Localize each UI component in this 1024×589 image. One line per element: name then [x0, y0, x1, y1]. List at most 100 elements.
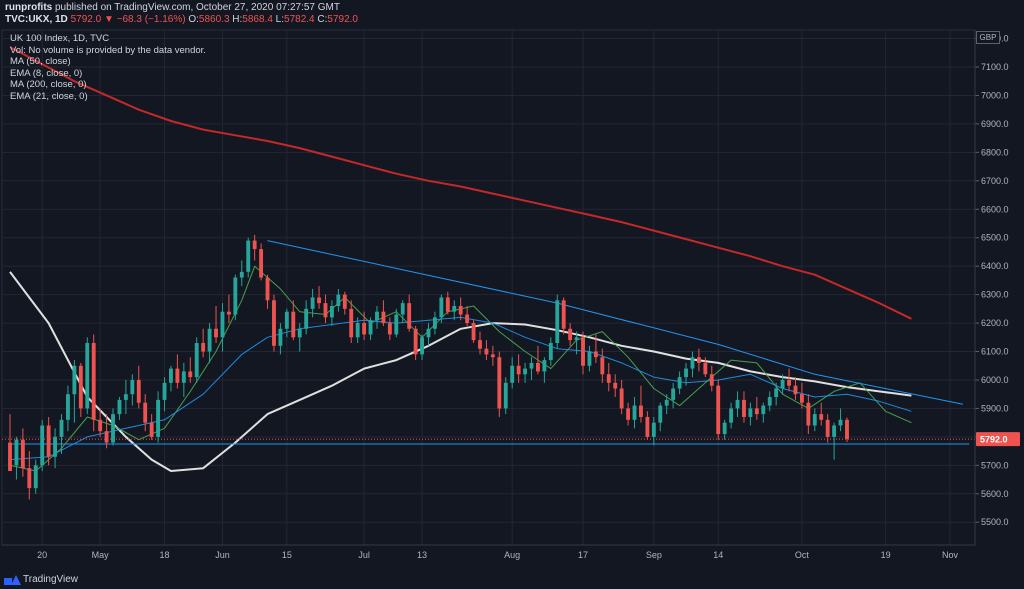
- candle-body: [33, 465, 38, 489]
- candle-body: [587, 351, 592, 366]
- low-label: L:: [275, 14, 285, 25]
- candle-body: [162, 382, 167, 400]
- candle-body: [66, 394, 70, 420]
- tradingview-logo-icon: [4, 574, 21, 585]
- candle-body: [684, 368, 688, 378]
- y-tick-label: 5900.0: [981, 403, 1009, 413]
- candle-body: [600, 357, 605, 375]
- candle-body: [613, 382, 618, 389]
- candle-body: [59, 419, 64, 437]
- candle-body: [297, 328, 302, 338]
- x-tick-label: Sep: [646, 550, 662, 560]
- x-tick-label: May: [92, 550, 110, 560]
- candle-body: [123, 394, 128, 400]
- time-axis[interactable]: 20 May 18 Jun 15 Jul 13 Aug 17 Sep 14 Oct 19 Nov: [2, 544, 975, 560]
- candle-body: [226, 311, 231, 315]
- candle-body: [774, 388, 779, 398]
- x-tick-label: Oct: [795, 550, 810, 560]
- candle-body: [832, 425, 837, 437]
- candle-body: [452, 305, 457, 312]
- price-change: ▼ −68.3 (−1.16%): [103, 14, 186, 25]
- candle-body: [529, 362, 534, 369]
- candle-body: [838, 419, 843, 426]
- x-tick-label: Jul: [358, 550, 370, 560]
- candle-body: [433, 317, 437, 329]
- candle-body: [819, 414, 824, 420]
- candle-body: [651, 422, 656, 437]
- candle-body: [748, 408, 753, 417]
- candle-body: [272, 300, 276, 346]
- currency-badge[interactable]: GBP: [976, 31, 1000, 44]
- legend-ema8[interactable]: EMA (8, close, 0): [10, 67, 83, 79]
- y-tick-label: 5600.0: [981, 489, 1009, 499]
- candle-body: [478, 340, 482, 349]
- candle-body: [677, 377, 682, 389]
- candle-body: [394, 314, 399, 335]
- x-tick-label: 15: [282, 550, 292, 560]
- candle-body: [239, 271, 244, 278]
- candle-body: [304, 308, 309, 329]
- tradingview-brand[interactable]: TradingView: [4, 574, 78, 585]
- legend-ma200[interactable]: MA (200, close, 0): [10, 79, 87, 90]
- legend-ma50[interactable]: MA (50, close): [10, 56, 71, 67]
- candle-body: [497, 357, 502, 409]
- candle-body: [40, 425, 45, 466]
- y-tick-label: 6800.0: [981, 147, 1009, 157]
- candle-body: [761, 405, 766, 415]
- candle-body: [671, 388, 676, 400]
- candle-body: [581, 337, 585, 366]
- candle-body: [362, 323, 367, 335]
- plot-frame: [1, 29, 976, 546]
- candle-body: [510, 365, 515, 383]
- legend-volume[interactable]: Vol: No volume is provided by the data v…: [10, 44, 206, 56]
- candle-body: [606, 374, 611, 383]
- candle-body: [787, 379, 791, 386]
- x-tick-label: Nov: [942, 550, 959, 560]
- candle-body: [201, 342, 206, 352]
- candle-body: [696, 357, 701, 363]
- high-label: H:: [232, 14, 243, 25]
- y-tick-label: 6100.0: [981, 347, 1009, 357]
- price-axis[interactable]: 5500.05600.05700.05800.05900.06000.06100…: [974, 30, 1020, 545]
- y-tick-label: 5700.0: [981, 460, 1009, 470]
- candle-body: [368, 320, 373, 335]
- candle-body: [806, 402, 811, 426]
- candle-body: [53, 436, 57, 457]
- published-info: published on TradingView.com, October 27…: [55, 2, 340, 13]
- candle-body: [716, 385, 721, 435]
- last-price: 5792.0: [70, 14, 102, 25]
- candle-body: [291, 311, 296, 338]
- legend-title[interactable]: UK 100 Index, 1D, TVC: [10, 33, 110, 44]
- candle-body: [149, 422, 154, 437]
- y-tick-label: 6700.0: [981, 176, 1009, 186]
- candle-body: [626, 408, 631, 420]
- high-value: 5868.4: [242, 14, 273, 25]
- candle-body: [207, 328, 212, 352]
- candle-body: [252, 240, 257, 250]
- candle-body: [310, 297, 315, 309]
- candle-body: [381, 311, 386, 324]
- candle-body: [8, 442, 12, 472]
- author-name[interactable]: runprofits: [5, 2, 53, 13]
- candle-body: [317, 297, 321, 304]
- candle-body: [136, 379, 141, 403]
- candle-body: [729, 408, 734, 423]
- candle-body: [323, 303, 328, 318]
- candle-body: [143, 402, 148, 423]
- candle-body: [555, 300, 560, 343]
- candle-body: [780, 379, 785, 389]
- candle-body: [523, 368, 527, 375]
- candle-body: [85, 342, 90, 409]
- candle-body: [156, 399, 161, 437]
- candle-body: [658, 405, 663, 423]
- candle-body: [574, 337, 579, 341]
- candle-body: [111, 414, 115, 443]
- legend-ema21[interactable]: EMA (21, close, 0): [10, 90, 88, 102]
- candle-body: [355, 323, 360, 338]
- open-value: 5860.3: [198, 14, 230, 25]
- candle-body: [632, 405, 637, 420]
- x-tick-label: Aug: [504, 550, 520, 560]
- candle-body: [812, 414, 817, 426]
- candle-body: [709, 374, 714, 386]
